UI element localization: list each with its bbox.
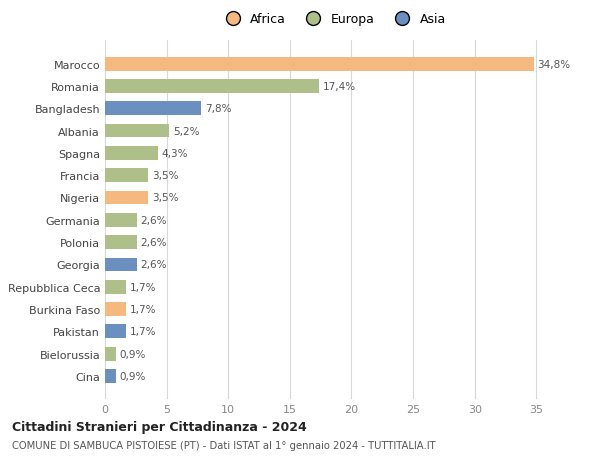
Bar (105, 146, 158, 161)
Text: 4,3%: 4,3% (161, 149, 188, 158)
Bar (105, 102, 201, 116)
Text: 3,5%: 3,5% (152, 193, 178, 203)
Bar (105, 80, 319, 94)
Text: 17,4%: 17,4% (323, 82, 356, 92)
Text: 1,7%: 1,7% (130, 327, 156, 336)
Text: 2,6%: 2,6% (141, 260, 167, 270)
Bar (105, 325, 126, 339)
Text: Cittadini Stranieri per Cittadinanza - 2024: Cittadini Stranieri per Cittadinanza - 2… (12, 420, 307, 433)
Text: 0,9%: 0,9% (120, 371, 146, 381)
Text: 2,6%: 2,6% (141, 215, 167, 225)
Text: 34,8%: 34,8% (538, 60, 571, 69)
Bar (105, 235, 137, 250)
Bar (105, 347, 116, 361)
Text: 0,9%: 0,9% (120, 349, 146, 359)
Bar (105, 280, 126, 294)
Bar (105, 302, 126, 316)
Text: 5,2%: 5,2% (173, 126, 199, 136)
Bar (105, 169, 148, 183)
Bar (105, 191, 148, 205)
Text: 1,7%: 1,7% (130, 304, 156, 314)
Text: 1,7%: 1,7% (130, 282, 156, 292)
Bar (105, 369, 116, 383)
Bar (105, 258, 137, 272)
Text: 3,5%: 3,5% (152, 171, 178, 181)
Bar (105, 57, 534, 72)
Text: 7,8%: 7,8% (205, 104, 232, 114)
Bar (105, 213, 137, 227)
Legend: Africa, Europa, Asia: Africa, Europa, Asia (215, 8, 451, 31)
Text: COMUNE DI SAMBUCA PISTOIESE (PT) - Dati ISTAT al 1° gennaio 2024 - TUTTITALIA.IT: COMUNE DI SAMBUCA PISTOIESE (PT) - Dati … (12, 440, 436, 450)
Text: 2,6%: 2,6% (141, 238, 167, 247)
Bar (105, 124, 169, 138)
